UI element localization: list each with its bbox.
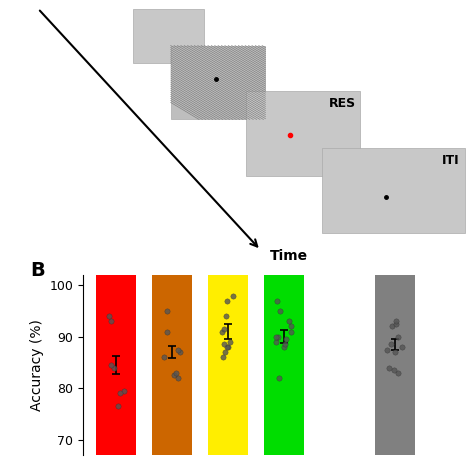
Bar <box>375 0 415 455</box>
Bar <box>171 46 265 119</box>
Bar <box>208 331 248 474</box>
Bar <box>133 9 204 63</box>
Bar <box>375 345 415 474</box>
Text: ITI: ITI <box>442 154 460 166</box>
Y-axis label: Accuracy (%): Accuracy (%) <box>30 319 44 411</box>
Text: Time: Time <box>270 249 308 263</box>
Bar <box>264 0 304 455</box>
Bar <box>152 7 192 455</box>
Bar <box>322 148 465 233</box>
Bar <box>96 365 137 474</box>
Text: RES: RES <box>328 97 356 109</box>
Bar <box>264 337 304 474</box>
Text: B: B <box>30 261 45 280</box>
Bar <box>152 352 192 474</box>
Bar <box>208 0 248 455</box>
Bar <box>96 20 137 455</box>
Bar <box>246 91 360 176</box>
